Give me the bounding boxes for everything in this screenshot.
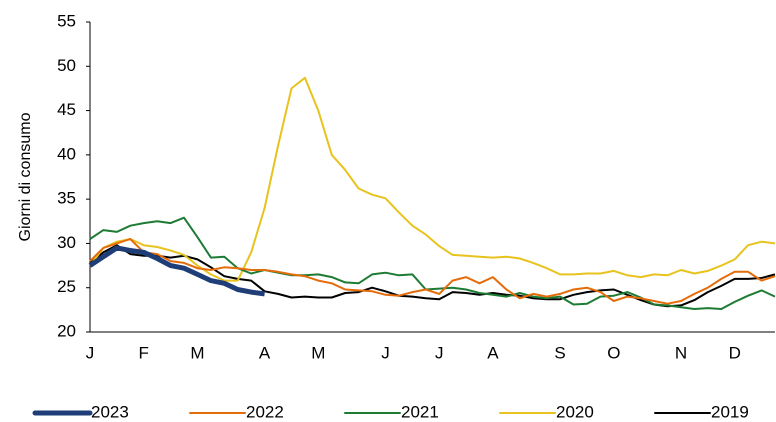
x-tick-label: J — [86, 343, 95, 362]
series-line — [89, 244, 776, 308]
x-tick-label: M — [190, 343, 204, 362]
x-tick-label: N — [675, 343, 687, 362]
x-tick-label: M — [311, 343, 325, 362]
legend-label: 2021 — [401, 402, 439, 421]
x-tick-label: F — [139, 343, 149, 362]
y-tick-label: 20 — [57, 321, 76, 340]
series-line — [89, 76, 776, 282]
y-tick-label: 40 — [57, 144, 76, 163]
legend-label: 2019 — [711, 402, 749, 421]
y-tick-label: 30 — [57, 233, 76, 252]
series-line — [88, 245, 265, 297]
series-line — [89, 216, 776, 310]
y-tick-label: 50 — [57, 56, 76, 75]
x-tick-label: J — [381, 343, 390, 362]
legend-label: 2023 — [91, 402, 129, 421]
y-axis-label: Giorni di consumo — [17, 112, 34, 241]
x-tick-label: S — [554, 343, 565, 362]
x-tick-label: A — [487, 343, 499, 362]
legend-label: 2022 — [246, 402, 284, 421]
y-tick-label: 45 — [57, 100, 76, 119]
x-tick-label: A — [259, 343, 271, 362]
y-tick-label: 55 — [57, 11, 76, 30]
y-tick-label: 35 — [57, 189, 76, 208]
legend-label: 2020 — [556, 402, 594, 421]
x-tick-label: D — [729, 343, 741, 362]
y-tick-label: 25 — [57, 277, 76, 296]
series-line — [89, 238, 776, 305]
x-tick-label: J — [435, 343, 444, 362]
x-tick-label: O — [607, 343, 620, 362]
